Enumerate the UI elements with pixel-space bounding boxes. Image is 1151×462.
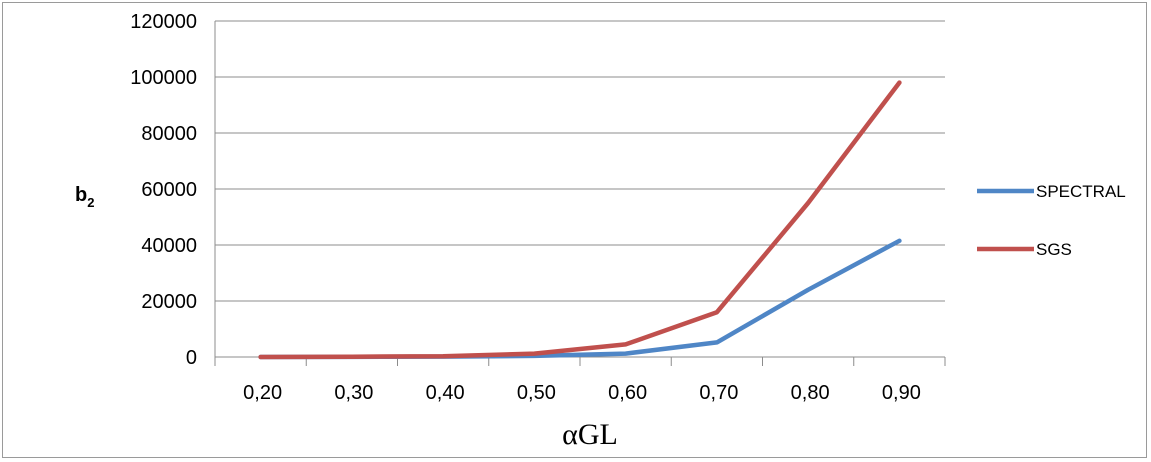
y-tick-label: 120000: [130, 11, 197, 33]
x-tick-label: 0,90: [882, 382, 921, 404]
axes: [214, 21, 946, 366]
y-tick-label: 60000: [141, 179, 197, 201]
x-tick-label: 0,60: [608, 382, 647, 404]
y-tick-label: 20000: [141, 291, 197, 313]
x-tick-label: 0,30: [334, 382, 373, 404]
x-tick-labels: 0,20 0,30 0,40 0,50 0,60 0,70 0,80 0,90: [243, 382, 921, 404]
legend-label: SGS: [1036, 240, 1072, 259]
x-tick-label: 0,80: [791, 382, 830, 404]
y-tick-label: 100000: [130, 67, 197, 89]
y-tick-label: 40000: [141, 235, 197, 257]
y-tick-labels: 0 20000 40000 60000 80000 100000 120000: [130, 11, 197, 369]
y-tick-label: 80000: [141, 123, 197, 145]
legend-label: SPECTRAL: [1036, 182, 1126, 201]
series-lines: [258, 80, 902, 360]
series-line-sgs: [258, 80, 902, 360]
x-tick-label: 0,40: [426, 382, 465, 404]
x-axis-label: αGL: [562, 418, 618, 451]
x-tick-label: 0,20: [243, 382, 282, 404]
y-axis-label: b2: [75, 184, 94, 210]
y-tick-label: 0: [186, 347, 197, 369]
series-line-spectral: [258, 238, 902, 360]
legend: SPECTRAL SGS: [977, 182, 1126, 259]
gridlines: [215, 20, 945, 302]
x-tick-label: 0,50: [517, 382, 556, 404]
x-tick-label: 0,70: [699, 382, 738, 404]
y-axis-label-main: b: [75, 184, 87, 206]
y-axis-label-subscript: 2: [87, 195, 94, 210]
